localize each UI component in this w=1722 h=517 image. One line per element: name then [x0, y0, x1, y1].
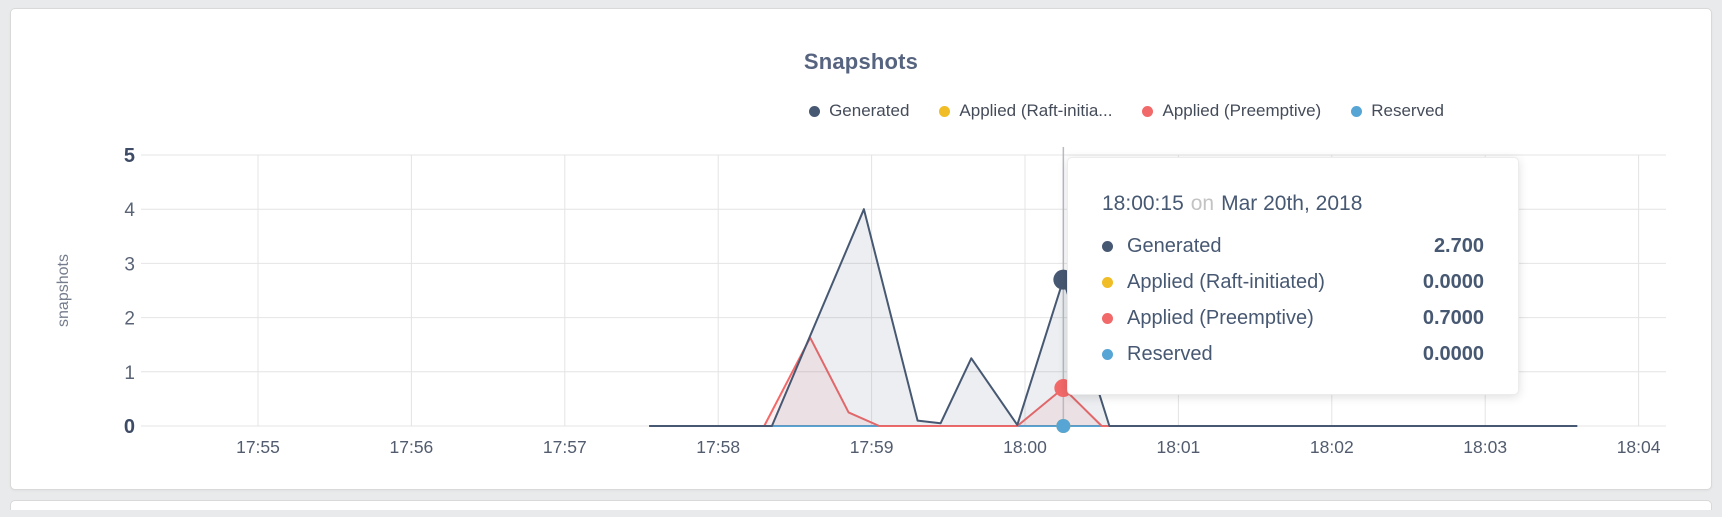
legend-item[interactable]: Applied (Raft-initia...: [939, 101, 1112, 121]
snapshots-chart-card: Snapshots Generated Applied (Raft-initia.…: [10, 8, 1712, 490]
legend-swatch-icon: [809, 105, 821, 117]
legend-item-label: Applied (Preemptive): [1162, 101, 1322, 120]
tooltip-row: Applied (Preemptive) 0.7000: [1102, 300, 1484, 336]
y-axis-tick: 2: [124, 309, 135, 330]
y-axis-tick: 0: [124, 416, 135, 438]
x-axis-tick: 17:56: [390, 437, 434, 457]
chart-title: Snapshots: [803, 49, 919, 74]
chart-tooltip: 18:00:15 on Mar 20th, 2018 Generated 2.700 A…: [1067, 157, 1519, 395]
tooltip-series-value: 0.0000: [1422, 270, 1484, 293]
tooltip-rows: Generated 2.700 Applied (Raft-initiated) 0.…: [1102, 228, 1484, 372]
x-axis-tick: 17:58: [696, 437, 740, 457]
hover-point-applied-raft-initiated: [1056, 419, 1071, 433]
hover-point-reserved: [1056, 419, 1071, 433]
tooltip-series-value: 0.0000: [1422, 342, 1484, 365]
tooltip-series-dot-icon: [1102, 276, 1113, 288]
x-axis-tick: 18:04: [1617, 437, 1661, 457]
tooltip-conjunction: on: [1190, 192, 1215, 215]
y-axis-tick: 1: [124, 363, 135, 384]
y-axis-tick: 5: [124, 145, 135, 167]
tooltip-row: Applied (Raft-initiated) 0.0000: [1102, 264, 1484, 300]
x-axis-tick: 17:59: [850, 437, 894, 457]
legend-swatch-icon: [1351, 105, 1363, 117]
tooltip-series-label: Applied (Raft-initiated): [1127, 270, 1325, 293]
tooltip-series-dot-icon: [1102, 312, 1113, 324]
tooltip-date: Mar 20th, 2018: [1221, 192, 1363, 215]
tooltip-series-label: Generated: [1127, 234, 1222, 257]
tooltip-series-label: Applied (Preemptive): [1127, 306, 1314, 329]
legend-item-label: Applied (Raft-initia...: [959, 101, 1113, 120]
tooltip-series-value: 2.700: [1433, 234, 1484, 257]
legend-item[interactable]: Reserved: [1351, 101, 1444, 121]
tooltip-row: Generated 2.700: [1102, 228, 1484, 264]
legend-item-label: Reserved: [1371, 101, 1444, 120]
legend-item[interactable]: Applied (Preemptive): [1142, 101, 1321, 121]
tooltip-header: 18:00:15 on Mar 20th, 2018: [1102, 192, 1484, 216]
x-axis-tick: 18:03: [1463, 437, 1507, 457]
y-axis-tick: 4: [124, 200, 135, 221]
legend-swatch-icon: [939, 105, 951, 117]
legend-item[interactable]: Generated: [809, 101, 909, 121]
y-axis-tick: 3: [124, 254, 135, 275]
tooltip-series-label: Reserved: [1127, 342, 1213, 365]
x-axis-tick: 18:00: [1003, 437, 1047, 457]
tooltip-row: Reserved 0.0000: [1102, 336, 1484, 372]
tooltip-series-dot-icon: [1102, 240, 1113, 252]
legend-item-label: Generated: [829, 101, 910, 120]
tooltip-time: 18:00:15: [1102, 192, 1184, 215]
tooltip-series-dot-icon: [1102, 348, 1113, 360]
x-axis-tick: 18:01: [1157, 437, 1201, 457]
next-card-edge: [10, 500, 1712, 510]
tooltip-series-value: 0.7000: [1422, 306, 1484, 329]
y-axis-label: snapshots: [55, 254, 72, 327]
legend-swatch-icon: [1142, 105, 1154, 117]
x-axis-tick: 17:57: [543, 437, 587, 457]
chart-legend: Generated Applied (Raft-initia... Applied …: [809, 101, 1444, 121]
x-axis-tick: 18:02: [1310, 437, 1354, 457]
x-axis-tick: 17:55: [236, 437, 280, 457]
